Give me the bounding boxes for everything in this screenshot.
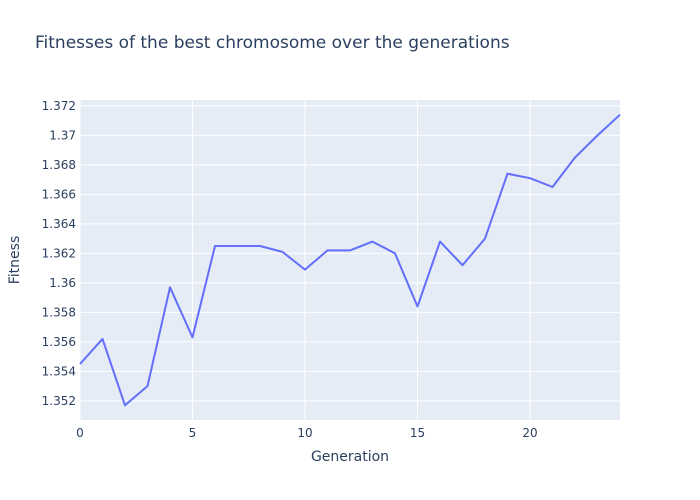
y-tick-label: 1.366 <box>42 187 76 201</box>
x-tick-label: 10 <box>297 426 312 440</box>
plot-background <box>80 100 620 420</box>
y-tick-label: 1.37 <box>49 128 76 142</box>
y-tick-label: 1.368 <box>42 158 76 172</box>
x-tick-label: 5 <box>189 426 197 440</box>
y-tick-label: 1.362 <box>42 246 76 260</box>
y-tick-label: 1.36 <box>49 276 76 290</box>
x-tick-label: 0 <box>76 426 84 440</box>
x-tick-label: 20 <box>522 426 537 440</box>
x-gridlines <box>79 100 531 420</box>
y-tick-label: 1.354 <box>42 364 76 378</box>
series-group <box>79 113 621 407</box>
y-tick-label: 1.352 <box>42 394 76 408</box>
x-tick-label: 15 <box>410 426 425 440</box>
y-tick-labels: 1.352 1.354 1.356 1.358 1.36 1.362 1.364 1.366 1… <box>42 99 76 408</box>
y-tick-label: 1.358 <box>42 305 76 319</box>
y-tick-label: 1.356 <box>42 335 76 349</box>
x-axis-title: Generation <box>311 449 389 465</box>
series-line <box>79 113 621 407</box>
y-axis-title: Fitness <box>7 236 23 285</box>
x-tick-labels: 0 5 10 15 20 <box>76 426 537 440</box>
y-tick-label: 1.372 <box>42 99 76 113</box>
y-tick-label: 1.364 <box>42 217 76 231</box>
chart-title: Fitnesses of the best chromosome over th… <box>35 33 510 53</box>
